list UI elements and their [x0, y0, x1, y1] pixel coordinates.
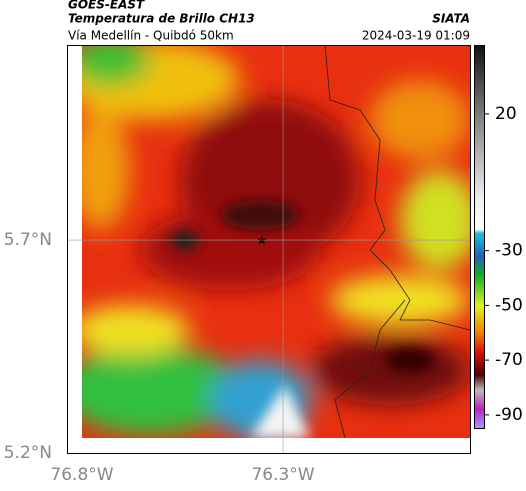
colorbar-tick-label: 20: [495, 104, 517, 124]
map-frame: [67, 45, 471, 454]
location: Vía Medellín - Quibdó 50km: [68, 29, 234, 43]
y-tick-label: 5.2°N: [4, 443, 52, 463]
colorbar-tick-label: -50: [495, 295, 523, 315]
x-tick-label: 76.3°W: [251, 465, 314, 485]
colorbar-tick-label: -90: [495, 405, 523, 425]
colorbar-tick-label: -70: [495, 350, 523, 370]
colorbar: [474, 45, 485, 429]
x-tick-label: 76.8°W: [50, 465, 113, 485]
timestamp: 2024-03-19 01:09: [362, 29, 470, 43]
brightness-field: ★: [82, 45, 470, 438]
svg-text:★: ★: [256, 234, 268, 249]
subtitle: Temperatura de Brillo CH13: [68, 12, 255, 26]
colorbar-tick-label: -30: [495, 241, 523, 261]
source: SIATA: [432, 12, 470, 26]
title: GOES-EAST: [68, 0, 145, 12]
y-tick-label: 5.7°N: [4, 230, 52, 250]
